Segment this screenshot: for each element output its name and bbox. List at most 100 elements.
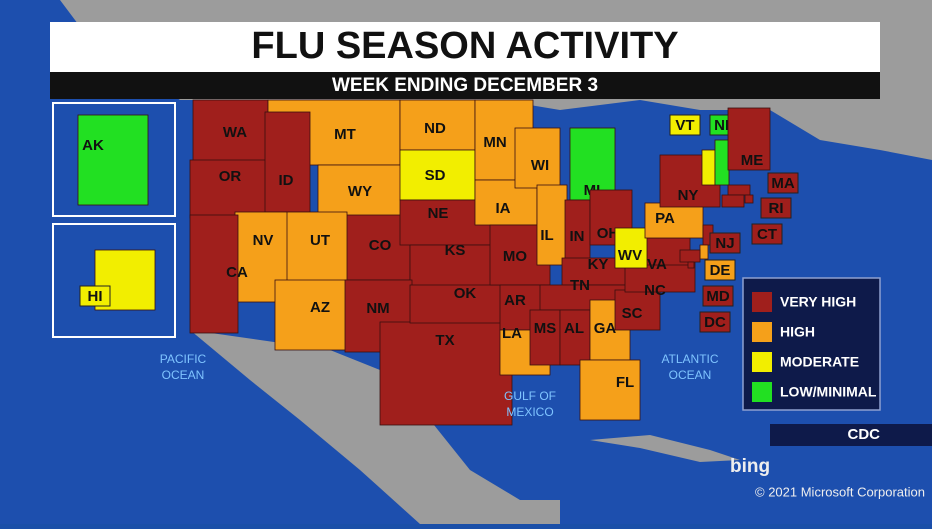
ocean-label: OCEAN	[162, 368, 205, 382]
state-label-box	[751, 223, 783, 245]
state-label: KY	[588, 256, 609, 273]
legend-swatch	[752, 382, 772, 402]
state-label: MS	[534, 320, 557, 337]
state-label: OH	[597, 225, 620, 242]
state-label: NJ	[715, 235, 734, 252]
state	[189, 214, 239, 334]
legend-label: HIGH	[780, 324, 815, 340]
state-label: SD	[425, 167, 446, 184]
state-label: VA	[647, 256, 667, 273]
state	[714, 139, 730, 186]
state-label: PA	[655, 210, 675, 227]
state-label: ID	[279, 172, 294, 189]
state-label: MN	[483, 134, 506, 151]
state-label: DE	[710, 262, 731, 279]
state	[559, 309, 591, 366]
cuba	[590, 435, 740, 462]
state-label: LA	[502, 325, 522, 342]
state	[614, 289, 661, 331]
state-label: OR	[219, 168, 242, 185]
state-label-box	[709, 232, 741, 254]
state-label: CT	[757, 226, 777, 243]
state-label: WA	[223, 124, 247, 141]
state-label: CA	[226, 264, 248, 281]
source: CDC	[848, 426, 881, 443]
state	[614, 227, 648, 269]
state-label: WV	[618, 247, 642, 264]
state	[579, 359, 641, 421]
state	[529, 309, 561, 366]
state-label: SC	[622, 305, 643, 322]
state-label: WY	[348, 183, 372, 200]
state	[77, 114, 149, 206]
state-label: RI	[769, 200, 784, 217]
legend-label: LOW/MINIMAL	[780, 384, 877, 400]
state	[399, 99, 476, 151]
legend-label: VERY HIGH	[780, 294, 856, 310]
subtitle-bar	[50, 72, 880, 99]
state	[744, 194, 754, 204]
state-label: IL	[540, 227, 553, 244]
state-label: FL	[616, 374, 634, 391]
state-label: IN	[570, 228, 585, 245]
state	[536, 184, 568, 266]
state-label: GA	[594, 320, 617, 337]
state	[727, 107, 771, 171]
state	[189, 159, 269, 219]
state-label: NY	[678, 187, 699, 204]
state	[721, 194, 745, 208]
state-label: DC	[704, 314, 726, 331]
source-bar	[770, 424, 932, 446]
state-label: HI	[88, 288, 103, 305]
legend-label: MODERATE	[780, 354, 859, 370]
state	[399, 149, 476, 201]
ocean-label: ATLANTIC	[661, 352, 718, 366]
state-label: NM	[366, 300, 389, 317]
state-label: KS	[445, 242, 466, 259]
state-label: IA	[496, 200, 511, 217]
ocean-label: MEXICO	[506, 405, 553, 419]
state-label-box	[704, 259, 736, 281]
state-label: MA	[771, 175, 794, 192]
state	[699, 244, 709, 260]
state-label: OK	[454, 285, 477, 302]
copyright: © 2021 Microsoft Corporation	[755, 484, 925, 499]
brand: bing	[730, 456, 770, 477]
state-label: AK	[82, 137, 104, 154]
state	[379, 321, 513, 426]
state-label: AL	[564, 320, 584, 337]
legend-swatch	[752, 352, 772, 372]
state	[679, 249, 701, 263]
state-label: TN	[570, 277, 590, 294]
ocean-label: PACIFIC	[160, 352, 207, 366]
state-label: NE	[428, 205, 449, 222]
state	[264, 111, 311, 213]
state	[569, 127, 616, 201]
state	[644, 202, 704, 239]
state-label: CO	[369, 237, 392, 254]
state	[701, 149, 716, 186]
state	[192, 99, 269, 163]
state-label: AZ	[310, 299, 330, 316]
state-label: NC	[644, 282, 666, 299]
mexico	[190, 330, 560, 524]
state-label: WI	[531, 157, 549, 174]
state-label-box	[699, 311, 731, 333]
state-label-box	[79, 285, 111, 307]
state-label-box	[669, 114, 701, 136]
state-label: MO	[503, 248, 527, 265]
state	[514, 127, 561, 189]
state-label: AR	[504, 292, 526, 309]
state-label: ME	[741, 152, 764, 169]
state-label-box	[702, 285, 734, 307]
legend-swatch	[752, 322, 772, 342]
ocean-label: GULF OF	[504, 389, 556, 403]
state-label-box	[760, 197, 792, 219]
state	[284, 211, 348, 283]
state	[274, 279, 348, 351]
title: FLU SEASON ACTIVITY	[251, 25, 678, 67]
state	[687, 261, 695, 269]
state-label: MT	[334, 126, 356, 143]
state-label: MD	[706, 288, 729, 305]
